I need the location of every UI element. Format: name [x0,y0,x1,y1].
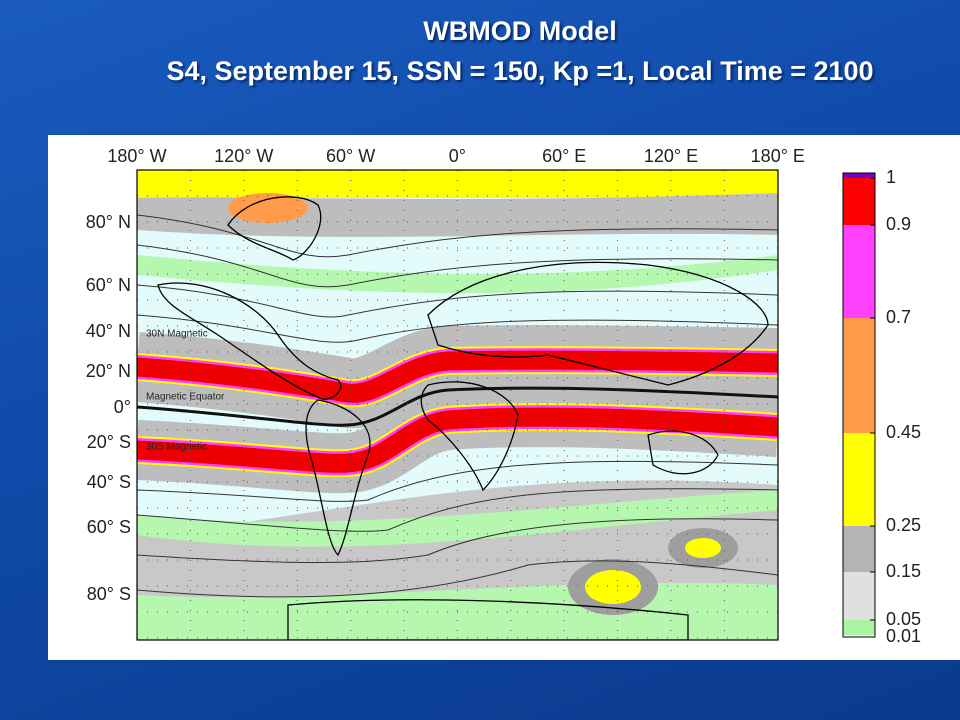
latitude-label: 20° S [87,432,131,452]
subtitle: S4, September 15, SSN = 150, Kp =1, Loca… [166,56,874,86]
longitude-label: 120° W [214,146,273,166]
longitude-label: 120° E [644,146,698,166]
figure-panel: 30N Magnetic Magnetic Equator 30S Magnet… [48,135,960,660]
longitude-labels: 180° W 120° W 60° W 0° 60° E 120° E 180° E [107,146,805,166]
map-frame [136,169,779,641]
coastlines [157,196,769,640]
green-band [137,490,778,547]
colorbar-frame [842,172,876,638]
colorbar-label: 1 [886,167,896,187]
colorbar-label: 0.05 [886,609,921,629]
map-label: 30S Magnetic [146,442,207,453]
latitude-label: 40° N [86,321,131,341]
latitude-label: 80° N [86,212,131,232]
latitude-label: 0° [114,397,131,417]
map-area [137,170,778,640]
yellow-patch [585,570,641,604]
latitude-label: 20° N [86,361,131,381]
latitude-label: 80° S [87,584,131,604]
title: WBMOD Model [423,16,617,46]
graticule [137,170,778,640]
map-label: 30N Magnetic [146,329,208,340]
colorbar-label: 0.25 [886,515,921,535]
colorbar-segment [843,635,875,637]
longitude-label: 180° W [107,146,166,166]
orange-patch [228,193,308,223]
longitude-label: 60° W [326,146,375,166]
colorbar-segment [843,433,875,526]
map-figure: 30N Magnetic Magnetic Equator 30S Magnet… [86,146,921,646]
anomaly-bands [137,325,778,494]
colorbar-segment [843,225,875,318]
colorbar-label: 0.45 [886,422,921,442]
colorbar-label: 0.01 [886,626,921,646]
latitude-label: 60° N [86,275,131,295]
colorbar-segment [843,572,875,620]
latitude-label: 40° S [87,472,131,492]
polar-band [137,170,778,198]
longitude-label: 0° [449,146,466,166]
colorbar: 1 0.9 0.7 0.45 0.25 0.15 0.050.01 [842,167,921,646]
longitude-label: 180° E [751,146,805,166]
colorbar-segment [843,318,875,433]
colorbar-segment [843,173,875,178]
latitude-label: 60° S [87,517,131,537]
latitude-labels: 80° N 60° N 40° N 20° N 0° 20° S 40° S 60° S 80°… [86,212,131,604]
colorbar-label: 0.15 [886,561,921,581]
longitude-label: 60° E [542,146,586,166]
colorbar-segment [843,526,875,572]
colorbar-segment [843,620,875,635]
colorbar-label: 0.9 [886,214,911,234]
colorbar-segment [843,178,875,225]
map-label: Magnetic Equator [146,392,225,403]
colorbar-label: 0.7 [886,307,911,327]
yellow-patch [685,538,721,558]
